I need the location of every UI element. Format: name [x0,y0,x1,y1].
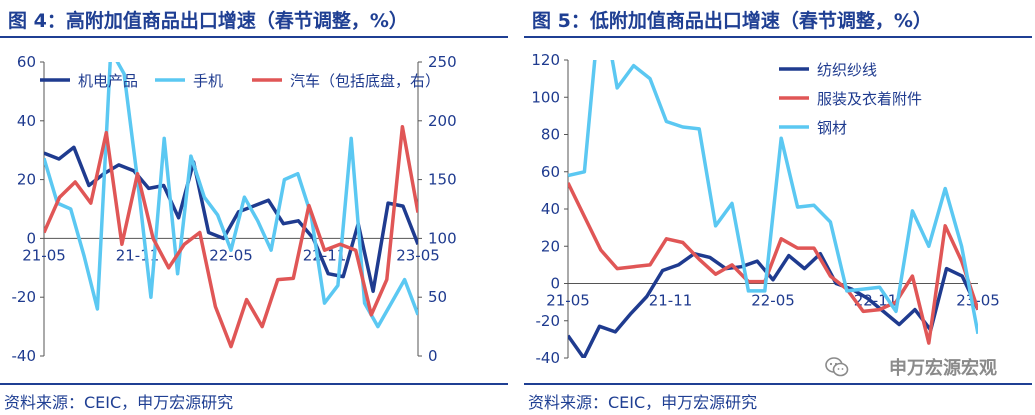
series-line [44,62,418,329]
series-line [568,251,978,358]
x-tick-label: 22-05 [751,292,795,310]
series-line [44,145,418,294]
chart-title: 图 4：高附加值商品出口增速（春节调整，%） [8,10,408,32]
chart-panel-low-value: 图 5：低附加值商品出口增速（春节调整，%） -40 -20 0 20 40 60 80 10… [524,0,1034,415]
legend-label: 机电产品 [78,72,138,90]
y2-tick-label: 200 [428,112,457,130]
y-tick-label: -40 [536,349,561,367]
legend-label: 服装及衣着附件 [817,90,922,108]
source-note: 资料来源：CEIC，申万宏源研究 [528,393,758,412]
y2-tick-label: 0 [428,347,438,365]
chart-panel-high-value: 图 4：高附加值商品出口增速（春节调整，%） -40 -20 0 20 40 60 0 50 1… [0,0,510,415]
source-rule [524,383,1032,385]
y-tick-label: -40 [12,347,37,365]
legend-label: 手机 [193,72,223,90]
y-tick-label: 80 [541,126,560,144]
y-tick-label: 40 [17,112,36,130]
legend-label: 纺织纱线 [817,61,877,79]
legend-label: 汽车（包括底盘，右） [290,72,440,90]
x-tick-label: 22-05 [209,246,253,264]
title-rule [524,36,1032,38]
chart-title: 图 5：低附加值商品出口增速（春节调整，%） [532,10,932,32]
y2-tick-label: 50 [428,288,447,306]
y2-tick-label: 100 [428,229,457,247]
y-tick-label: -20 [12,288,37,306]
series-group [568,60,978,358]
x-tick-label: 21-05 [22,246,66,264]
series-group [44,62,418,349]
y-tick-label: 0 [550,275,560,293]
x-tick-label: 21-05 [546,292,590,310]
y-tick-label: 60 [17,53,36,71]
y-tick-label: 40 [541,200,560,218]
y-tick-label: 60 [541,163,560,181]
wechat-icon [825,357,849,377]
series-line [568,60,978,335]
watermark-text: 申万宏源宏观 [889,358,997,379]
x-tick-label: 23-05 [396,246,440,264]
series-line [44,124,418,349]
title-rule [0,36,508,38]
y-tick-label: 20 [541,237,560,255]
y2-tick-label: 150 [428,171,457,189]
y-tick-label: -20 [536,312,561,330]
x-tick-label: 22-11 [303,246,347,264]
source-rule [0,383,508,385]
y-tick-label: 100 [531,88,560,106]
source-note: 资料来源：CEIC，申万宏源研究 [4,393,234,412]
series-line [568,182,978,345]
x-tick-label: 21-11 [649,292,693,310]
y2-tick-label: 250 [428,53,457,71]
y-tick-label: 0 [26,229,36,247]
legend-label: 钢材 [817,119,847,137]
y-tick-label: 20 [17,171,36,189]
x-tick-label: 23-05 [956,292,1000,310]
y-tick-label: 120 [531,51,560,69]
